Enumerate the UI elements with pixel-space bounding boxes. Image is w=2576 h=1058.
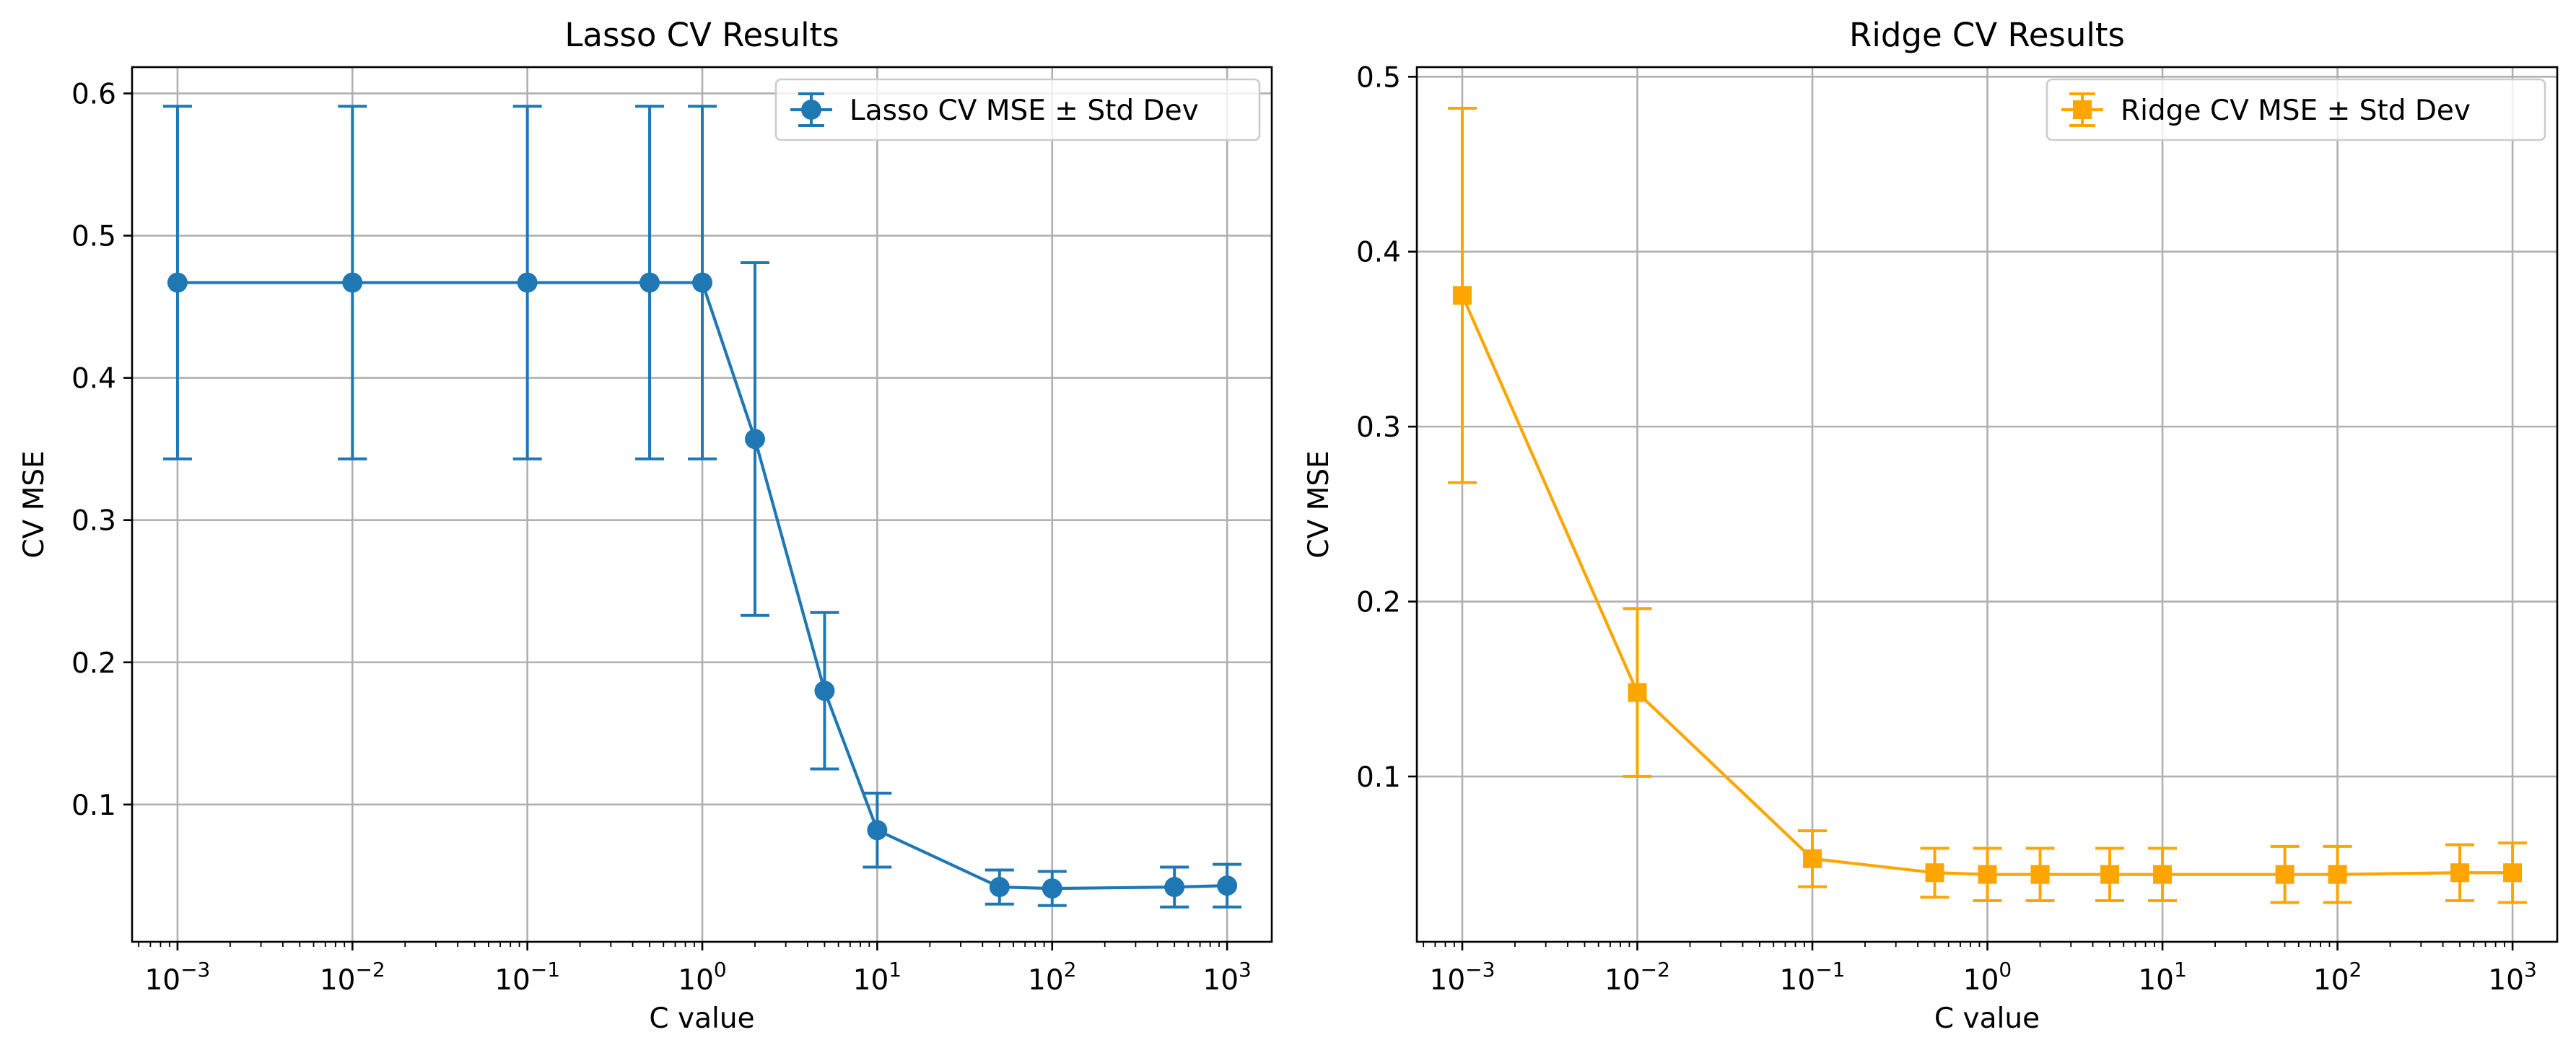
legend: Ridge CV MSE ± Std Dev	[2045, 78, 2546, 141]
y-tick-label: 0.2	[71, 647, 116, 680]
x-tick-label: 102	[2313, 958, 2362, 997]
y-tick-label: 0.4	[1356, 237, 1401, 269]
data-point	[1042, 878, 1062, 899]
x-tick-label: 103	[2488, 958, 2536, 997]
x-tick-label: 101	[2138, 958, 2186, 997]
legend-box	[774, 78, 1261, 141]
data-point	[867, 820, 888, 841]
data-point	[167, 272, 188, 293]
x-tick-label: 100	[1963, 958, 2012, 997]
x-tick-label: 10−1	[1780, 958, 1846, 997]
data-point	[1978, 865, 1997, 884]
legend-label: Lasso CV MSE ± Std Dev	[850, 95, 1199, 127]
legend-marker	[801, 100, 821, 120]
data-point	[1452, 286, 1472, 305]
y-axis-label: CV MSE	[18, 450, 51, 558]
series-1	[1447, 106, 2528, 904]
data-point	[1628, 683, 1647, 702]
series-line	[1461, 294, 2513, 876]
x-tick-label: 103	[1202, 958, 1251, 997]
x-axis-label: C value	[649, 1002, 754, 1035]
y-tick-label: 0.6	[71, 78, 116, 110]
chart-panel-1: 10−3 10−2 10−1 100 101 102 103 0.1 0.2 0.3 0.4 0.5 0…	[18, 16, 1273, 1035]
data-point	[2328, 865, 2347, 884]
y-tick-label: 0.3	[71, 505, 116, 538]
data-point	[639, 272, 660, 293]
data-point	[1803, 849, 1822, 868]
legend: Lasso CV MSE ± Std Dev	[774, 78, 1261, 141]
data-point	[2503, 863, 2523, 883]
y-tick-label: 0.3	[1356, 411, 1401, 444]
chart-title: Ridge CV Results	[1849, 16, 2125, 54]
data-point	[2153, 865, 2173, 884]
data-point	[517, 272, 538, 293]
legend-box	[2045, 78, 2546, 141]
data-point	[989, 877, 1010, 898]
series-1	[162, 105, 1242, 909]
data-point	[1164, 877, 1185, 898]
legend-handle	[2061, 92, 2103, 127]
data-point	[744, 429, 765, 450]
x-tick-label: 10−2	[1604, 958, 1670, 997]
data-point	[814, 681, 835, 701]
y-axis-label: CV MSE	[1303, 450, 1335, 558]
data-point	[1217, 875, 1238, 896]
x-tick-label: 10−3	[144, 958, 210, 997]
y-tick-label: 0.5	[1356, 61, 1401, 94]
x-tick-label: 100	[678, 958, 726, 997]
x-tick-label: 10−3	[1430, 958, 1496, 997]
legend-marker	[2073, 100, 2092, 119]
chart-title: Lasso CV Results	[564, 16, 839, 54]
data-point	[2450, 863, 2470, 883]
x-axis-label: C value	[1934, 1002, 2040, 1035]
data-point	[2275, 865, 2295, 884]
y-tick-label: 0.5	[71, 221, 116, 253]
legend-label: Ridge CV MSE ± Std Dev	[2121, 95, 2471, 127]
x-tick-label: 102	[1028, 958, 1076, 997]
y-tick-label: 0.1	[71, 790, 116, 822]
legend-handle	[790, 92, 832, 127]
x-tick-label: 101	[853, 958, 901, 997]
data-point	[692, 272, 713, 293]
chart-panel-2: 10−3 10−2 10−1 100 101 102 103 0.1 0.2 0.3 0.4 0.5 R…	[1303, 16, 2559, 1035]
y-tick-label: 0.2	[1356, 587, 1401, 619]
data-point	[2030, 865, 2050, 884]
x-tick-label: 10−2	[320, 958, 385, 997]
y-tick-label: 0.1	[1356, 761, 1401, 794]
data-point	[1925, 863, 1944, 883]
y-tick-label: 0.4	[71, 363, 116, 395]
series-line	[177, 281, 1228, 891]
data-point	[2100, 865, 2120, 884]
x-tick-label: 10−1	[494, 958, 560, 997]
data-point	[342, 272, 363, 293]
